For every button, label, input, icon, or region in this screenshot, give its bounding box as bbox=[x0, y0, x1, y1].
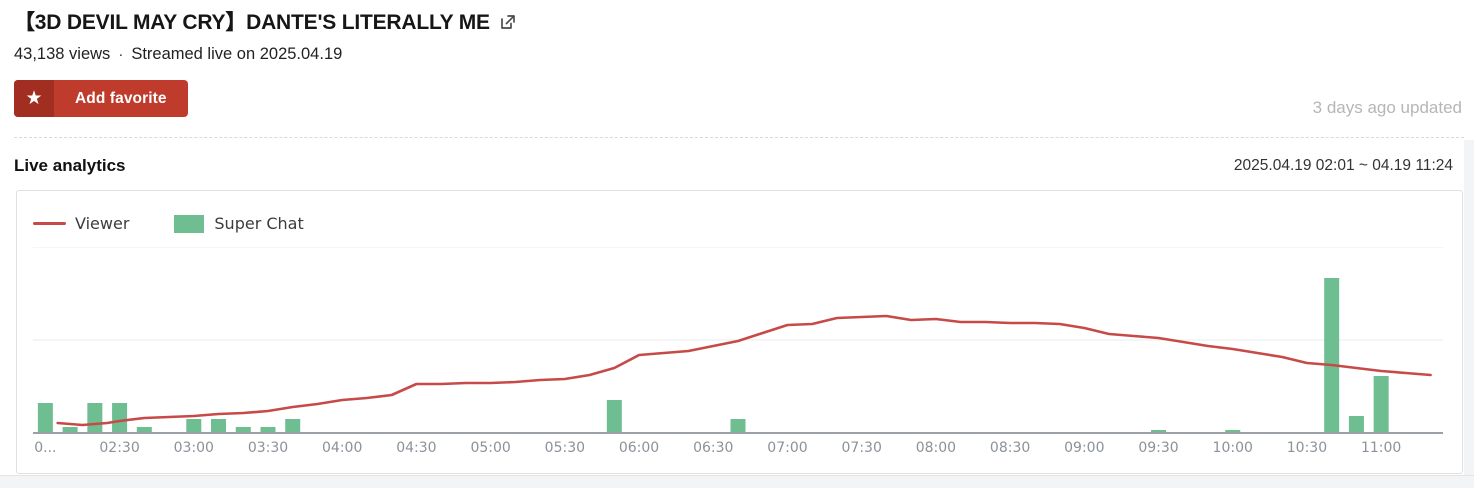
x-tick-label: 0... bbox=[34, 440, 56, 456]
x-tick-label: 04:30 bbox=[396, 440, 436, 456]
viewer-legend-swatch bbox=[33, 222, 66, 225]
meta-separator: · bbox=[118, 46, 124, 63]
x-tick-label: 11:00 bbox=[1361, 440, 1401, 456]
chart-legend: Viewer Super Chat bbox=[33, 214, 304, 233]
external-link-icon[interactable] bbox=[499, 13, 517, 31]
video-title: 【3D DEVIL MAY CRY】DANTE'S LITERALLY ME bbox=[14, 11, 490, 34]
view-count: 43,138 views bbox=[14, 45, 111, 63]
viewer-legend-label[interactable]: Viewer bbox=[75, 214, 130, 233]
analytics-date-range: 2025.04.19 02:01 ~ 04.19 11:24 bbox=[1233, 157, 1453, 174]
superchat-legend-label[interactable]: Super Chat bbox=[214, 214, 304, 233]
star-icon: ★ bbox=[14, 80, 54, 117]
x-tick-label: 05:30 bbox=[545, 440, 585, 456]
x-tick-label: 03:00 bbox=[174, 440, 214, 456]
streamed-date: Streamed live on 2025.04.19 bbox=[131, 45, 343, 63]
x-tick-label: 10:00 bbox=[1213, 440, 1253, 456]
x-tick-label: 06:00 bbox=[619, 440, 659, 456]
x-tick-label: 07:00 bbox=[767, 440, 807, 456]
add-favorite-label: Add favorite bbox=[75, 89, 167, 107]
x-tick-label: 09:00 bbox=[1064, 440, 1104, 456]
x-tick-label: 09:30 bbox=[1138, 440, 1178, 456]
x-tick-label: 07:30 bbox=[842, 440, 882, 456]
page-margin-right bbox=[1464, 140, 1474, 475]
page-margin-bottom bbox=[0, 475, 1474, 488]
video-title-row: 【3D DEVIL MAY CRY】DANTE'S LITERALLY ME bbox=[14, 6, 517, 36]
x-tick-label: 10:30 bbox=[1287, 440, 1327, 456]
x-tick-label: 06:30 bbox=[693, 440, 733, 456]
add-favorite-button[interactable]: ★ Add favorite bbox=[14, 80, 188, 117]
live-analytics-card: Viewer Super Chat 0... 02:30 03:00 03:30 04:… bbox=[16, 190, 1463, 474]
section-title: Live analytics bbox=[14, 156, 126, 175]
video-meta: 43,138 views · Streamed live on 2025.04.… bbox=[14, 45, 342, 64]
x-tick-label: 08:00 bbox=[916, 440, 956, 456]
x-tick-label: 04:00 bbox=[322, 440, 362, 456]
chart-plot-area[interactable]: 0... 02:30 03:00 03:30 04:00 04:30 05:00 05:30 0… bbox=[33, 247, 1443, 459]
section-divider bbox=[14, 137, 1464, 138]
x-tick-label: 02:30 bbox=[99, 440, 139, 456]
x-tick-label: 05:00 bbox=[470, 440, 510, 456]
chart-svg: 0... 02:30 03:00 03:30 04:00 04:30 05:00 05:30 0… bbox=[33, 247, 1443, 456]
x-tick-label: 08:30 bbox=[990, 440, 1030, 456]
x-tick-label: 03:30 bbox=[248, 440, 288, 456]
updated-timestamp: 3 days ago updated bbox=[1312, 98, 1462, 117]
superchat-legend-swatch bbox=[174, 214, 205, 233]
